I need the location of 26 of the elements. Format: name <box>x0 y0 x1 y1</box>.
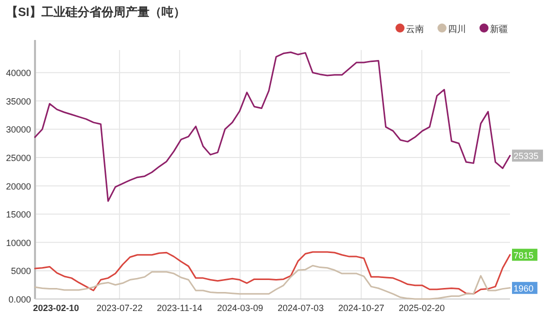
legend-label: 四川 <box>448 24 466 34</box>
y-tick-label: 5000 <box>10 266 31 276</box>
y-tick-label: 25000 <box>6 153 31 164</box>
line-series <box>34 264 511 300</box>
x-tick-label: 2024-03-09 <box>217 303 264 313</box>
y-tick-label: 0.000 <box>8 294 31 304</box>
legend-label: 云南 <box>406 24 424 34</box>
legend-label: 新疆 <box>490 24 508 34</box>
chart-title: 【SI】工业硅分省份周产量（吨） <box>6 5 186 19</box>
annotation: 7815 <box>514 250 534 260</box>
x-tick-label: 2024-10-27 <box>338 303 384 313</box>
annotation: 25335 <box>514 151 539 162</box>
y-tick-label: 10000 <box>6 238 31 248</box>
x-tick-label: 2025-02-20 <box>398 303 445 313</box>
y-tick-label: 30000 <box>6 124 31 135</box>
x-tick-label: 2024-07-03 <box>278 303 324 313</box>
line-series <box>34 52 511 202</box>
line-series <box>34 251 511 295</box>
x-tick-label: 2023-11-14 <box>156 303 202 313</box>
x-tick-label: 2023-07-22 <box>96 303 143 313</box>
y-tick-label: 20000 <box>6 181 31 192</box>
y-tick-label: 15000 <box>6 210 31 220</box>
x-tick-label: 2023-02-10 <box>33 303 80 313</box>
y-tick-label: 35000 <box>6 96 31 106</box>
y-tick-label: 40000 <box>6 68 31 78</box>
annotation: 1960 <box>514 283 534 294</box>
